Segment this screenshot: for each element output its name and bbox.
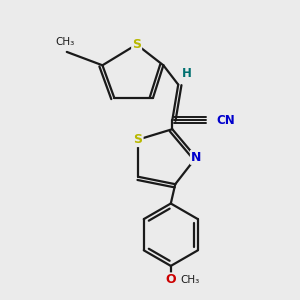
Text: CH₃: CH₃ — [180, 275, 200, 285]
Text: H: H — [182, 67, 191, 80]
Text: CH₃: CH₃ — [56, 37, 75, 46]
Text: S: S — [134, 133, 142, 146]
Text: O: O — [166, 273, 176, 286]
Text: N: N — [191, 151, 201, 164]
Text: CN: CN — [217, 114, 236, 127]
Text: S: S — [132, 38, 141, 51]
